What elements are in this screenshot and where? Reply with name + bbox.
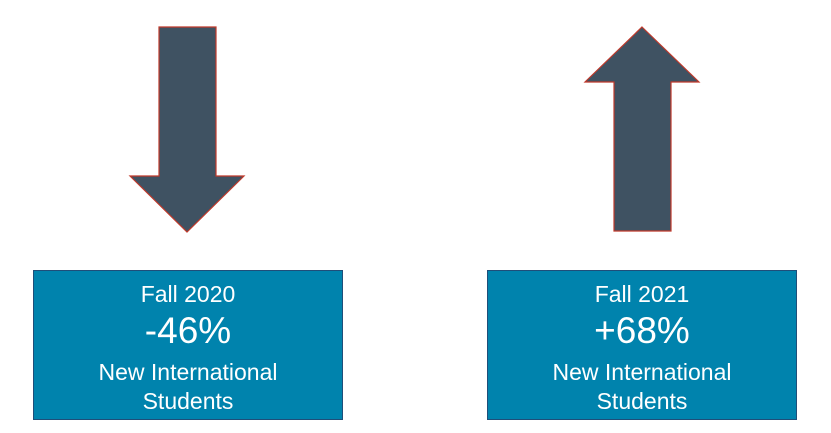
arrow-down-icon: [128, 26, 246, 233]
change-value: +68%: [594, 310, 690, 351]
caption-line-1: New International: [98, 359, 278, 385]
arrow-up-icon: [583, 26, 701, 232]
period-label: Fall 2020: [140, 281, 236, 307]
stat-box-fall-2020: Fall 2020 -46% New International Student…: [33, 270, 343, 420]
change-value: -46%: [144, 310, 232, 351]
caption-line-2: Students: [142, 388, 234, 414]
caption-line-1: New International: [552, 359, 732, 385]
period-label: Fall 2021: [594, 281, 690, 307]
caption: New International Students: [488, 358, 796, 416]
caption: New International Students: [34, 358, 342, 416]
caption-line-2: Students: [596, 388, 688, 414]
stat-box-fall-2021: Fall 2021 +68% New International Student…: [487, 270, 797, 420]
